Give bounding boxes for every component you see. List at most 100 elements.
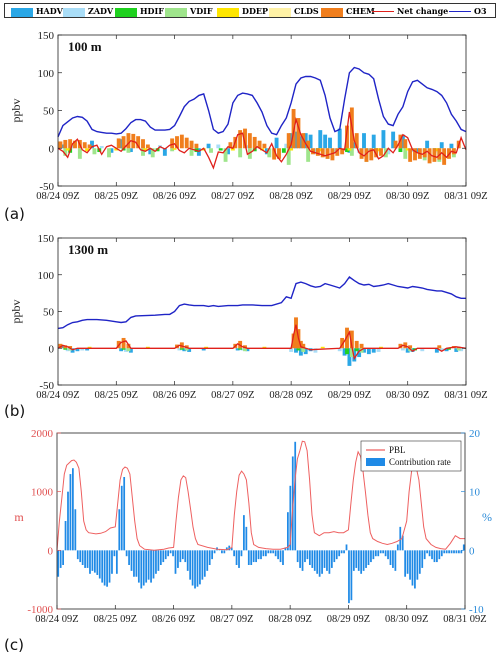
- bar-hadv: [162, 148, 167, 156]
- bar-contribution-rate: [189, 550, 192, 580]
- bar-contribution-rate: [345, 544, 348, 551]
- bar-hadv: [60, 345, 65, 349]
- bar-contribution-rate: [174, 550, 177, 574]
- bar-ddep: [347, 148, 352, 151]
- bar-zadv: [439, 348, 444, 351]
- bar-chem: [296, 118, 301, 149]
- y-tick-label-left: 1000: [31, 487, 54, 499]
- bar-contribution-rate: [172, 550, 174, 557]
- bar-zadv: [386, 148, 391, 155]
- bar-contribution-rate: [235, 550, 238, 565]
- bar-hdif: [447, 348, 451, 350]
- bar-zadv: [289, 348, 294, 352]
- bar-chem: [141, 139, 145, 149]
- bar-chem: [243, 128, 247, 149]
- bar-ddep: [318, 148, 323, 152]
- bar-chem: [345, 327, 349, 349]
- bar-contribution-rate: [125, 550, 128, 557]
- bar-chem: [354, 340, 359, 349]
- bar-chem: [374, 148, 379, 158]
- legend-swatch: [115, 7, 137, 17]
- bar-contribution-rate: [401, 535, 404, 551]
- x-tick-label: 08/29 09Z: [327, 614, 370, 625]
- bar-hadv: [444, 348, 449, 352]
- bar-vdif: [286, 148, 291, 165]
- bar-contribution-rate: [286, 512, 289, 551]
- bar-contribution-rate: [123, 477, 126, 551]
- bar-hadv: [434, 348, 439, 353]
- bar-vdif: [403, 148, 408, 159]
- bar-chem: [272, 148, 277, 160]
- bar-contribution-rate: [67, 491, 69, 551]
- bar-contribution-rate: [191, 550, 194, 586]
- x-tick-label: 08/30 09Z: [385, 614, 428, 625]
- bar-ddep: [289, 148, 294, 151]
- bar-zadv: [357, 148, 362, 153]
- bar-contribution-rate: [140, 550, 143, 589]
- bar-chem: [364, 148, 369, 162]
- bar-zadv: [70, 145, 75, 149]
- bar-contribution-rate: [394, 550, 397, 571]
- bar-vdif: [209, 148, 213, 153]
- bar-ddep: [87, 346, 92, 349]
- y-axis-label: ppbv: [9, 99, 23, 123]
- y-tick-label: 100: [38, 270, 55, 282]
- legend-swatch: [217, 7, 239, 17]
- bar-contribution-rate: [150, 550, 152, 583]
- bar-contribution-rate: [416, 550, 419, 580]
- bar-chem: [175, 136, 179, 149]
- bar-contribution-rate: [159, 550, 162, 565]
- bar-contribution-rate: [181, 550, 184, 560]
- bar-ddep: [320, 346, 325, 349]
- x-tick-label: 08/31 09Z: [443, 614, 486, 625]
- bar-vdif: [77, 148, 82, 159]
- legend-swatch: [165, 7, 187, 17]
- legend-item-clds: CLDS: [269, 5, 319, 17]
- y-tick-label: 50: [43, 307, 55, 319]
- bar-ddep: [376, 148, 381, 152]
- bar-hadv: [415, 148, 420, 153]
- bar-hadv: [196, 148, 201, 156]
- bar-chem: [63, 345, 68, 349]
- bar-contribution-rate: [450, 550, 453, 554]
- axes-frame: [56, 432, 466, 610]
- bar-ddep: [85, 148, 90, 152]
- bar-contribution-rate: [267, 550, 270, 554]
- bar-contribution-rate: [265, 550, 267, 557]
- legend-swatch: [449, 10, 471, 12]
- series-hadv: [60, 128, 454, 156]
- bar-zadv: [177, 348, 182, 351]
- bar-vdif: [243, 348, 247, 352]
- x-tick-label: 08/28 09Z: [268, 614, 311, 625]
- bar-zadv: [99, 145, 104, 149]
- bar-contribution-rate: [301, 550, 304, 571]
- bar-chem: [320, 148, 325, 158]
- bar-contribution-rate: [211, 550, 214, 560]
- bar-hdif: [296, 348, 301, 351]
- bar-hadv: [294, 131, 298, 149]
- bar-hdif: [398, 148, 403, 153]
- y-tick-label: -50: [39, 380, 54, 392]
- bar-contribution-rate: [108, 550, 111, 583]
- bar-chem: [311, 148, 315, 155]
- bar-contribution-rate: [98, 550, 101, 579]
- bar-contribution-rate: [74, 509, 77, 551]
- bar-hadv: [148, 148, 153, 155]
- bar-vdif: [170, 148, 175, 152]
- bar-contribution-rate: [338, 550, 341, 557]
- bar-vdif: [184, 348, 189, 351]
- bar-contribution-rate: [440, 550, 443, 557]
- bar-contribution-rate: [262, 550, 265, 557]
- panel-title: 100 m: [68, 39, 102, 54]
- bar-contribution-rate: [203, 550, 206, 577]
- bar-contribution-rate: [221, 550, 223, 554]
- bar-contribution-rate: [370, 550, 372, 563]
- bar-vdif: [306, 148, 311, 162]
- bar-contribution-rate: [294, 441, 297, 551]
- legend-label: Net change: [397, 6, 449, 16]
- bar-hadv: [75, 348, 80, 352]
- legend-label: ZADV: [88, 6, 114, 16]
- bar-hadv: [337, 128, 342, 149]
- y-tick-label: 150: [38, 233, 55, 245]
